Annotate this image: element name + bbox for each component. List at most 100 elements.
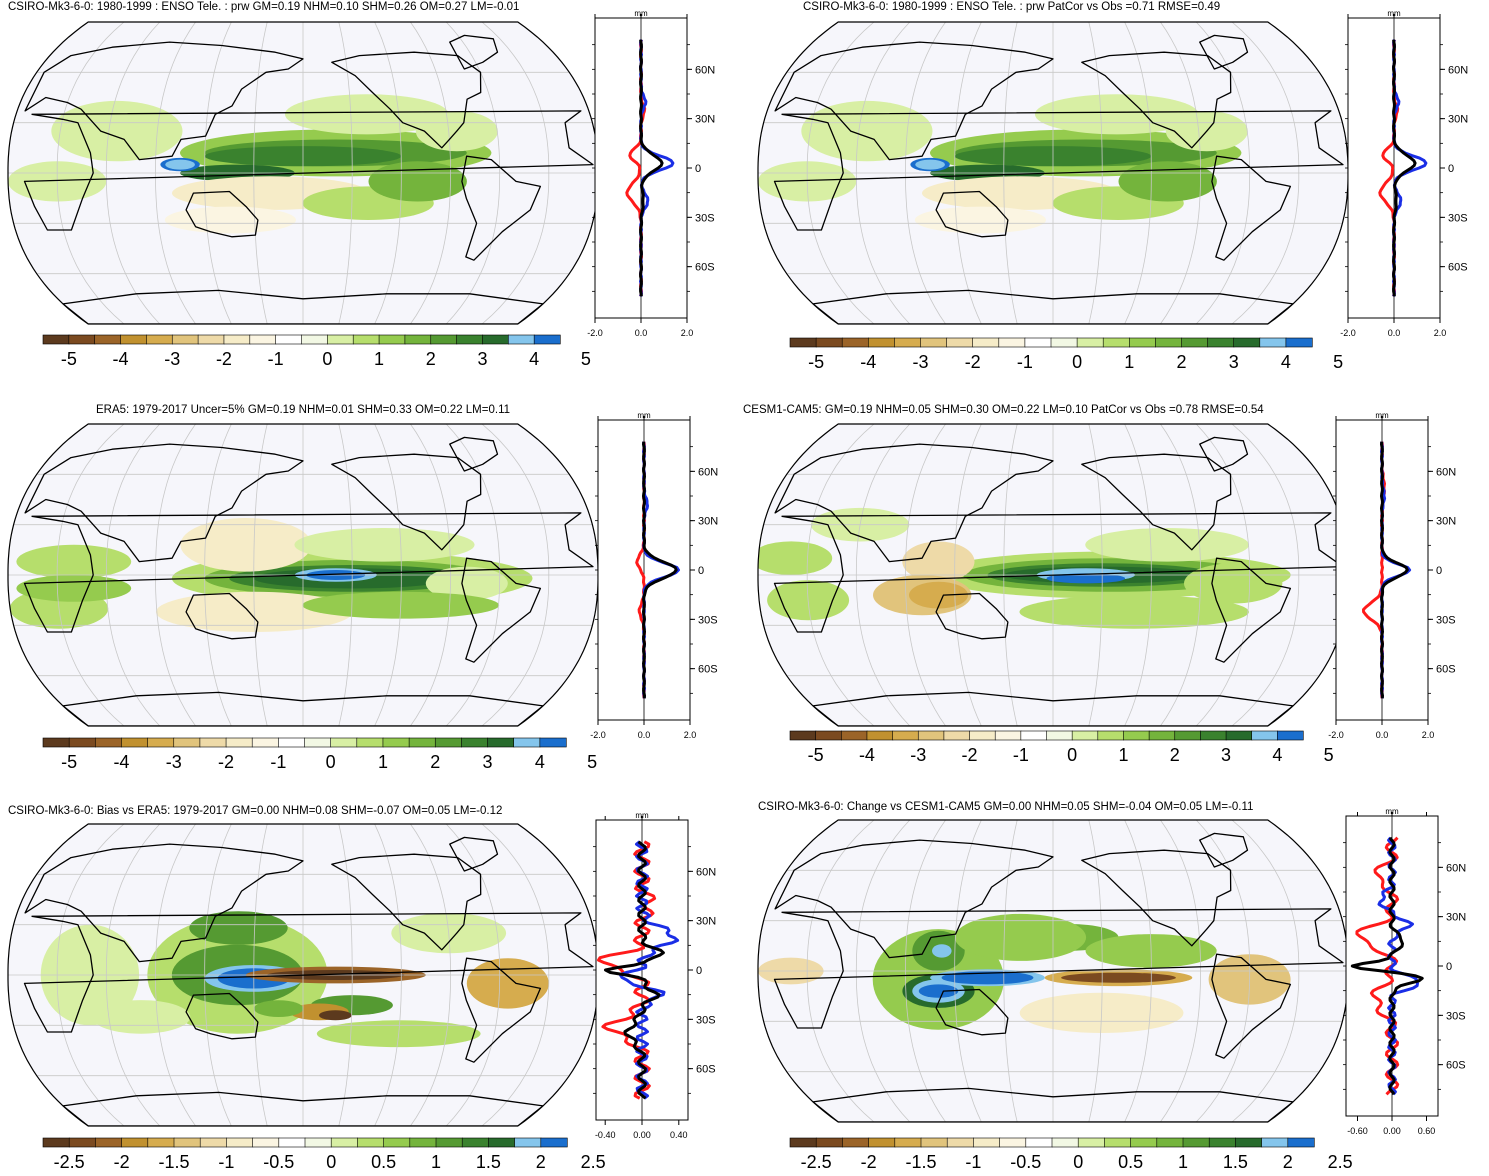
colorbar-swatch <box>815 337 843 348</box>
colorbar-swatch <box>378 334 406 345</box>
colorbar-swatch <box>197 334 225 345</box>
panel-title: ERA5: 1979-2017 Uncer=5% GM=0.19 NHM=0.0… <box>96 404 510 416</box>
colorbar-swatch <box>278 737 306 748</box>
colorbar-swatch <box>946 1137 975 1148</box>
colorbar-swatch <box>946 337 974 348</box>
colorbar-label: 3 <box>477 349 487 369</box>
colorbar-swatch <box>327 334 354 345</box>
colorbar-label: -4 <box>113 349 129 369</box>
lat-label: 60S <box>698 664 718 676</box>
anomaly-contour <box>801 100 933 162</box>
lat-label: 30N <box>696 916 716 928</box>
colorbar-swatch <box>304 737 332 748</box>
colorbar: -2.5 -2 -1.5 -1 -0.5 0 0.5 1 1.5 2 2.5 <box>42 1137 606 1172</box>
lat-label: 30N <box>1448 114 1468 126</box>
colorbar-label: 1.5 <box>1223 1152 1248 1171</box>
colorbar-swatch <box>815 730 842 741</box>
lat-label: 60N <box>1436 466 1456 478</box>
coastline-antarctica <box>812 289 1294 324</box>
profile-unit: mm <box>634 9 648 18</box>
x-tick-label: 2.0 <box>1434 328 1447 338</box>
colorbar-swatch <box>278 1137 306 1148</box>
panel-title: CSIRO-Mk3-6-0: 1980-1999 : ENSO Tele. : … <box>803 1 1220 13</box>
colorbar-swatch <box>275 334 303 345</box>
colorbar-label: -2 <box>962 745 978 765</box>
profile-panel: mm 60N 30N 0 30S 60S -2.0 0.0 2.0 <box>1340 9 1468 338</box>
coastline-greenland <box>449 34 499 70</box>
coastline-africa <box>23 110 594 231</box>
coastline-australia <box>185 592 259 640</box>
colorbar-label: 0 <box>322 349 332 369</box>
coastline-samerica <box>1211 953 1292 1059</box>
colorbar-swatch <box>408 737 436 748</box>
colorbar-swatch <box>225 737 253 748</box>
colorbar-label: 4 <box>529 349 539 369</box>
colorbar-label: 0.5 <box>371 1152 396 1171</box>
colorbar-label: 5 <box>581 349 591 369</box>
colorbar-label: 2.5 <box>1328 1152 1353 1171</box>
lat-label: 30N <box>1446 912 1466 924</box>
panel-title: CSIRO-Mk3-6-0: Change vs CESM1-CAM5 GM=0… <box>758 801 1253 813</box>
coastline-australia <box>185 992 259 1040</box>
lat-label: 30S <box>698 614 718 626</box>
lat-label: 60S <box>1436 664 1456 676</box>
coastline-antarctica <box>62 691 544 726</box>
lat-label: 60N <box>696 866 716 878</box>
x-tick-label: -2.0 <box>1340 328 1356 338</box>
colorbar-swatch <box>1148 730 1176 741</box>
coastline-africa <box>773 908 1344 1029</box>
map-border <box>7 21 599 325</box>
colorbar-swatch <box>301 334 328 345</box>
coastline-australia <box>935 592 1009 640</box>
colorbar-swatch <box>540 1137 568 1148</box>
colorbar-swatch <box>94 334 122 345</box>
colorbar: -2.5 -2 -1.5 -1 -0.5 0 0.5 1 1.5 2 2.5 <box>789 1137 1353 1172</box>
colorbar-swatch <box>1261 1137 1289 1148</box>
colorbar-swatch <box>121 1137 149 1148</box>
colorbar-label: 5 <box>587 752 597 772</box>
map-field <box>758 424 1348 726</box>
anomaly-contour <box>368 161 467 202</box>
colorbar-swatch <box>1025 1137 1053 1148</box>
coastline-eurasia <box>774 443 1054 563</box>
map-border <box>7 823 599 1127</box>
colorbar-swatch <box>1077 1137 1105 1148</box>
colorbar-label: 0 <box>326 752 336 772</box>
anomaly-contour <box>1118 161 1217 202</box>
colorbar-swatch <box>539 737 567 748</box>
colorbar-label: 0 <box>1073 1152 1083 1171</box>
colorbar-swatch <box>173 1137 201 1148</box>
colorbar-label: 1 <box>431 1152 441 1171</box>
coastline-namerica <box>1081 849 1232 947</box>
coastline-namerica <box>1081 51 1232 149</box>
panel-bias: CSIRO-Mk3-6-0: Bias vs ERA5: 1979-2017 G… <box>7 805 716 1172</box>
colorbar-label: -1 <box>1013 745 1029 765</box>
coastline-antarctica <box>62 289 544 324</box>
anomaly-contour <box>914 206 1046 234</box>
colorbar-label: -3 <box>912 352 928 372</box>
coastline-australia <box>935 190 1009 238</box>
lat-label: 30S <box>695 212 715 224</box>
profile-line-black <box>642 441 678 699</box>
anomaly-contour <box>319 1010 352 1021</box>
colorbar-swatch <box>461 737 489 748</box>
map-field <box>8 824 598 1126</box>
panel-title: CESM1-CAM5: GM=0.19 NHM=0.05 SHM=0.30 OM… <box>743 404 1264 416</box>
x-tick-label: 2.0 <box>1422 730 1435 740</box>
coastline-eurasia <box>24 843 304 963</box>
colorbar-swatch <box>1287 1137 1315 1148</box>
colorbar-label: 5 <box>1333 352 1343 372</box>
profile-line-black <box>1350 836 1424 1096</box>
colorbar-swatch <box>1046 730 1073 741</box>
lat-label: 60N <box>1448 64 1468 76</box>
colorbar-swatch <box>226 1137 254 1148</box>
colorbar-swatch <box>1277 730 1304 741</box>
colorbar-label: -4 <box>860 352 876 372</box>
panel-era5: ERA5: 1979-2017 Uncer=5% GM=0.19 NHM=0.0… <box>7 404 718 772</box>
colorbar-swatch <box>894 337 922 348</box>
panel-title: CSIRO-Mk3-6-0: Bias vs ERA5: 1979-2017 G… <box>8 805 502 817</box>
colorbar-swatch <box>42 1137 70 1148</box>
colorbar-swatch <box>1285 337 1313 348</box>
colorbar-swatch <box>487 737 515 748</box>
colorbar-swatch <box>999 1137 1027 1148</box>
